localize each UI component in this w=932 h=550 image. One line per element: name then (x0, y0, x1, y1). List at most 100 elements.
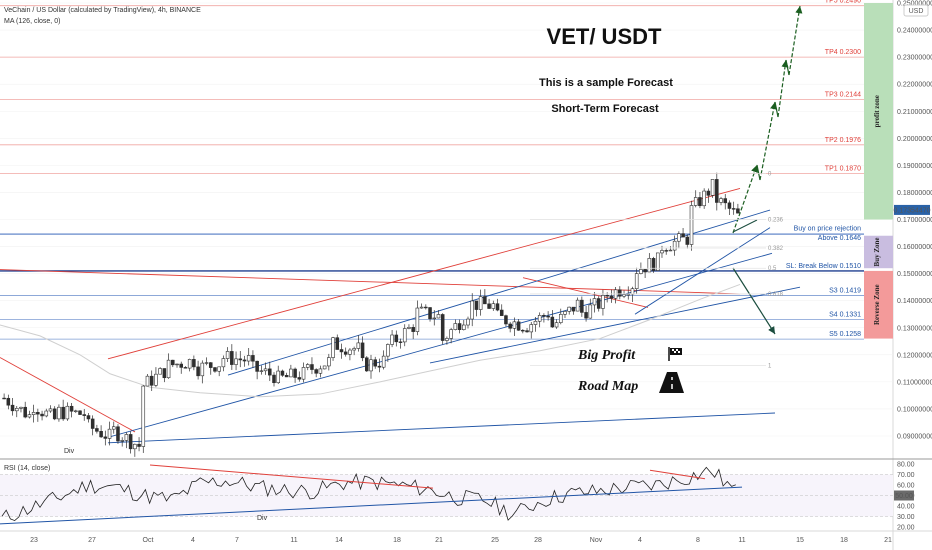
candle-body (736, 208, 740, 214)
last-price-badge (894, 204, 930, 215)
blue-steep-line (634, 227, 771, 315)
candle-body (221, 358, 226, 368)
candle-body (74, 410, 78, 412)
forecast-arrow-segment (777, 59, 789, 118)
candle-body (27, 414, 32, 418)
candle-body (512, 321, 517, 329)
candle-body (19, 406, 23, 409)
price-axis: 0.25000000 0.24000000 0.23000000 0.22000000… (894, 1, 932, 441)
forecast-arrow-segment (785, 59, 790, 76)
candle-body (183, 367, 188, 369)
candle-body (373, 359, 377, 367)
fib-label: 0.618 (768, 292, 784, 298)
blue-support-3 (429, 286, 801, 364)
candle-body (111, 426, 116, 430)
candle-body (478, 296, 483, 310)
price-tick-label: 0.23000000 (897, 55, 932, 62)
candle-body (322, 365, 327, 370)
candle-body (618, 289, 622, 297)
candle-body (693, 197, 698, 206)
candle-body (327, 357, 331, 367)
candle-body (230, 351, 234, 365)
zones: profit zone Buy Zone Reverse Zone (864, 3, 893, 339)
rsi-label: RSI (14, close) (4, 465, 50, 472)
candle-body (280, 370, 285, 376)
moving-average (0, 283, 741, 398)
price-tick-label: 0.12000000 (897, 352, 932, 359)
candle-body (44, 410, 49, 417)
candle-body (61, 406, 65, 420)
price-tick-label: 0.09000000 (897, 434, 932, 441)
candle-body (305, 364, 310, 368)
candle-body (428, 307, 432, 320)
candle-body (643, 269, 647, 273)
candle-body (567, 306, 571, 312)
downtrend-line-left (0, 357, 136, 433)
price-tick-label: 0.16000000 (897, 244, 932, 251)
buy-zone (864, 235, 893, 269)
candle-body (242, 359, 247, 362)
time-tick-label: 18 (840, 537, 848, 544)
road-map-text: Road Map (577, 379, 638, 394)
candle-body (390, 334, 394, 345)
candle-body (710, 179, 715, 196)
candle-body (179, 363, 184, 368)
candle-body (386, 344, 390, 357)
time-tick-label: 27 (88, 537, 96, 544)
reverse-zone-label: Reverse Zone (873, 284, 881, 325)
time-tick-label: 7 (235, 537, 239, 544)
candle-body (377, 365, 382, 368)
time-tick-label: Nov (590, 537, 603, 544)
candle-body (238, 358, 243, 361)
candle-body (289, 368, 293, 378)
ma-line: MA (126, close, 0) (4, 18, 60, 25)
levels: TP5 0.2490 TP4 0.2300 TP3 0.2144 TP2 0.1976… (0, 0, 864, 340)
level-label-s3: S3 0.1419 (829, 288, 861, 295)
candle-body (605, 295, 609, 297)
candle-body (609, 295, 614, 299)
fib-label: 1 (768, 364, 772, 370)
price-tick-label: 0.22000000 (897, 82, 932, 89)
candle-body (588, 304, 593, 319)
level-label-buy: Buy on price rejection (794, 226, 861, 233)
candle-body (723, 198, 728, 204)
candle-body (331, 337, 335, 358)
fib-label: 0.236 (768, 218, 784, 224)
candle-body (318, 368, 323, 374)
candle-body (369, 359, 373, 372)
candle-body (706, 190, 711, 196)
candle-body (453, 323, 458, 330)
candle-body (546, 315, 550, 318)
down-path-1 (732, 219, 758, 233)
chart-title: VET/ USDT (547, 24, 662, 49)
profit-zone (864, 3, 893, 220)
candle-body (2, 397, 6, 400)
candle-body (36, 412, 40, 415)
candle-body (343, 351, 348, 355)
level-label-tp5: TP5 0.2490 (825, 0, 861, 5)
candle-body (95, 428, 99, 432)
candle-body (246, 355, 251, 362)
rsi-tick-label: 80.00 (897, 462, 915, 469)
fib-levels: 0 0.236 0.382 0.5 0.618 1 (530, 171, 784, 370)
candle-body (550, 316, 555, 328)
candle-body (521, 329, 525, 332)
time-tick-label: 8 (696, 537, 700, 544)
candle-body (668, 249, 673, 252)
buy-zone-label: Buy Zone (873, 237, 881, 266)
candle-body (672, 240, 677, 251)
time-tick-label: Oct (143, 537, 154, 544)
level-label-s4: S4 0.1331 (829, 311, 861, 318)
candle-body (689, 205, 694, 245)
profit-zone-label: profit zone (873, 95, 881, 127)
rsi-tick-label: 20.00 (897, 525, 915, 532)
candle-body (314, 369, 318, 374)
candles (2, 172, 740, 457)
currency-badge[interactable] (903, 4, 929, 17)
candle-body (263, 368, 268, 372)
candle-body (57, 406, 61, 420)
candle-body (14, 408, 19, 412)
